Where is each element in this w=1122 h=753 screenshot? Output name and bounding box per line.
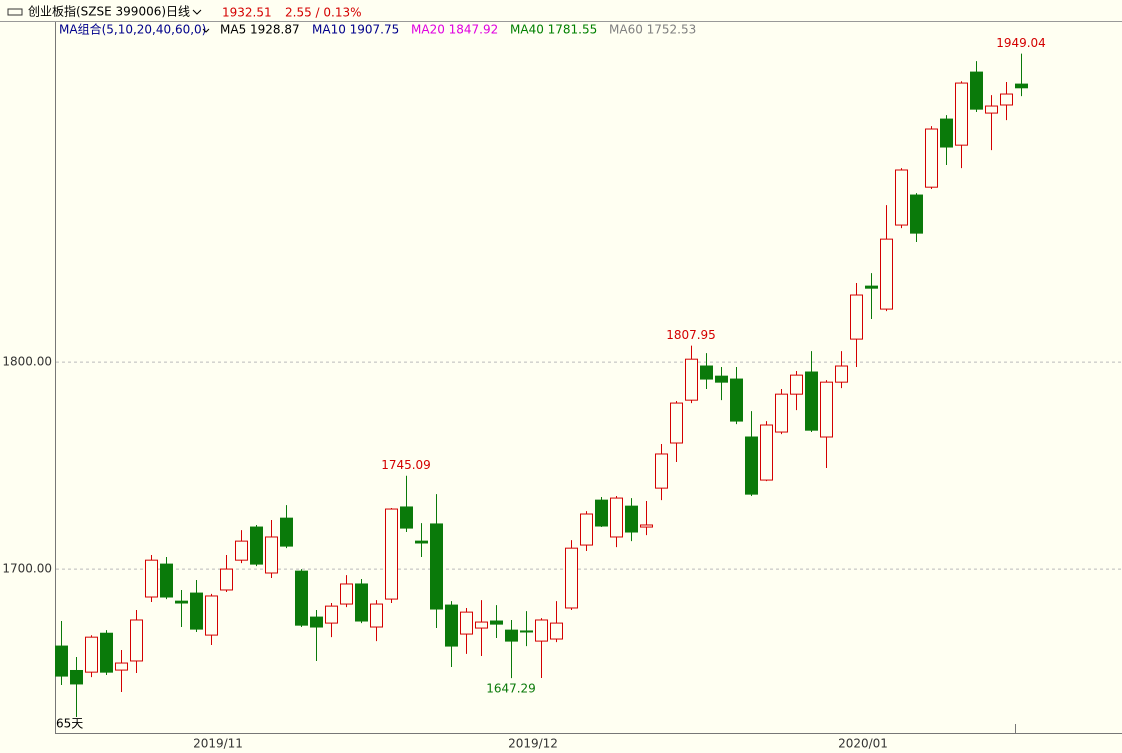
- candle-body: [985, 105, 998, 114]
- dropdown-arrow[interactable]: [192, 9, 202, 15]
- candle-body: [610, 497, 623, 538]
- candle-body: [775, 393, 788, 433]
- extreme-label: 1807.95: [666, 328, 716, 342]
- candle-body: [340, 583, 353, 605]
- candle-body: [505, 629, 518, 642]
- y-tick-label: 1800.00: [2, 355, 52, 369]
- candle-body: [760, 424, 773, 481]
- candle-body: [970, 71, 983, 110]
- candle-body: [220, 568, 233, 591]
- candle-body: [145, 559, 158, 598]
- candle-body: [400, 506, 413, 529]
- candle-body: [385, 508, 398, 600]
- candle-body: [85, 636, 98, 673]
- candle-body: [715, 375, 728, 383]
- candle-body: [370, 603, 383, 628]
- candle-body: [790, 374, 803, 395]
- candle-body: [280, 517, 293, 547]
- candle-body: [235, 540, 248, 561]
- candle-body: [910, 194, 923, 234]
- candle-body: [265, 536, 278, 574]
- dropdown-arrow[interactable]: [202, 28, 210, 33]
- candle-body: [655, 453, 668, 489]
- candle-body: [595, 499, 608, 527]
- candle-body: [820, 381, 833, 438]
- header-price: 1932.51: [222, 6, 272, 20]
- header-title[interactable]: 创业板指(SZSE 399006): [28, 4, 166, 19]
- candle-body: [745, 436, 758, 495]
- candle-body: [115, 662, 128, 671]
- candle-body: [550, 622, 563, 640]
- candle-body: [205, 595, 218, 636]
- y-tick-label: 1700.00: [2, 562, 52, 576]
- candle-body: [685, 358, 698, 401]
- candle-body: [940, 118, 953, 148]
- ma-legend-item: MA20 1847.92: [411, 23, 498, 37]
- extreme-label: 1745.09: [381, 458, 431, 472]
- candle-body: [190, 592, 203, 630]
- candle-body: [490, 620, 503, 625]
- candle-body: [430, 523, 443, 610]
- candle-body: [520, 630, 533, 633]
- candle-body: [325, 605, 338, 624]
- candle-body: [535, 619, 548, 642]
- footer-label: 65天: [56, 717, 83, 731]
- candle-body: [1015, 83, 1028, 89]
- menu-icon[interactable]: [7, 8, 23, 16]
- candle-body: [925, 128, 938, 188]
- candle-body: [625, 505, 638, 533]
- period-selector[interactable]: 日线: [166, 5, 190, 19]
- candle-body: [955, 82, 968, 146]
- extreme-label: 1647.29: [486, 682, 536, 696]
- candle-body: [880, 238, 893, 310]
- candle-body: [250, 526, 263, 565]
- candle-body: [850, 294, 863, 340]
- candle-body: [445, 604, 458, 647]
- candle-body: [565, 547, 578, 609]
- candle-body: [160, 563, 173, 598]
- candle-body: [460, 611, 473, 635]
- candle-body: [100, 632, 113, 673]
- candle-body: [175, 600, 188, 604]
- ma-legend-item: MA60 1752.53: [609, 23, 696, 37]
- x-tick-label: 2019/11: [193, 737, 243, 751]
- ma-legend-item: MA40 1781.55: [510, 23, 597, 37]
- candle-body: [70, 669, 83, 685]
- candle-body: [730, 378, 743, 422]
- candle-body: [295, 570, 308, 626]
- candle-body: [670, 402, 683, 444]
- candle-body: [700, 365, 713, 380]
- candle-body: [865, 285, 878, 289]
- candle-body: [1000, 93, 1013, 106]
- header-change: 2.55 / 0.13%: [285, 6, 362, 20]
- candle-body: [130, 619, 143, 662]
- candle-body: [55, 645, 68, 677]
- extreme-label: 1949.04: [996, 36, 1046, 50]
- candle-body: [415, 540, 428, 544]
- x-tick-label: 2019/12: [508, 737, 558, 751]
- candle-body: [835, 365, 848, 383]
- candle-body: [475, 621, 488, 629]
- candle-body: [895, 169, 908, 226]
- ma-legend-item: MA10 1907.75: [312, 23, 399, 37]
- ma-legend-item: MA5 1928.87: [220, 23, 300, 37]
- x-tick-label: 2020/01: [838, 737, 888, 751]
- ma-legend-title[interactable]: MA组合(5,10,20,40,60,0): [59, 22, 206, 37]
- candle-body: [310, 616, 323, 628]
- candle-body: [805, 371, 818, 431]
- candle-body: [580, 513, 593, 546]
- candle-body: [355, 583, 368, 622]
- candle-body: [640, 524, 653, 528]
